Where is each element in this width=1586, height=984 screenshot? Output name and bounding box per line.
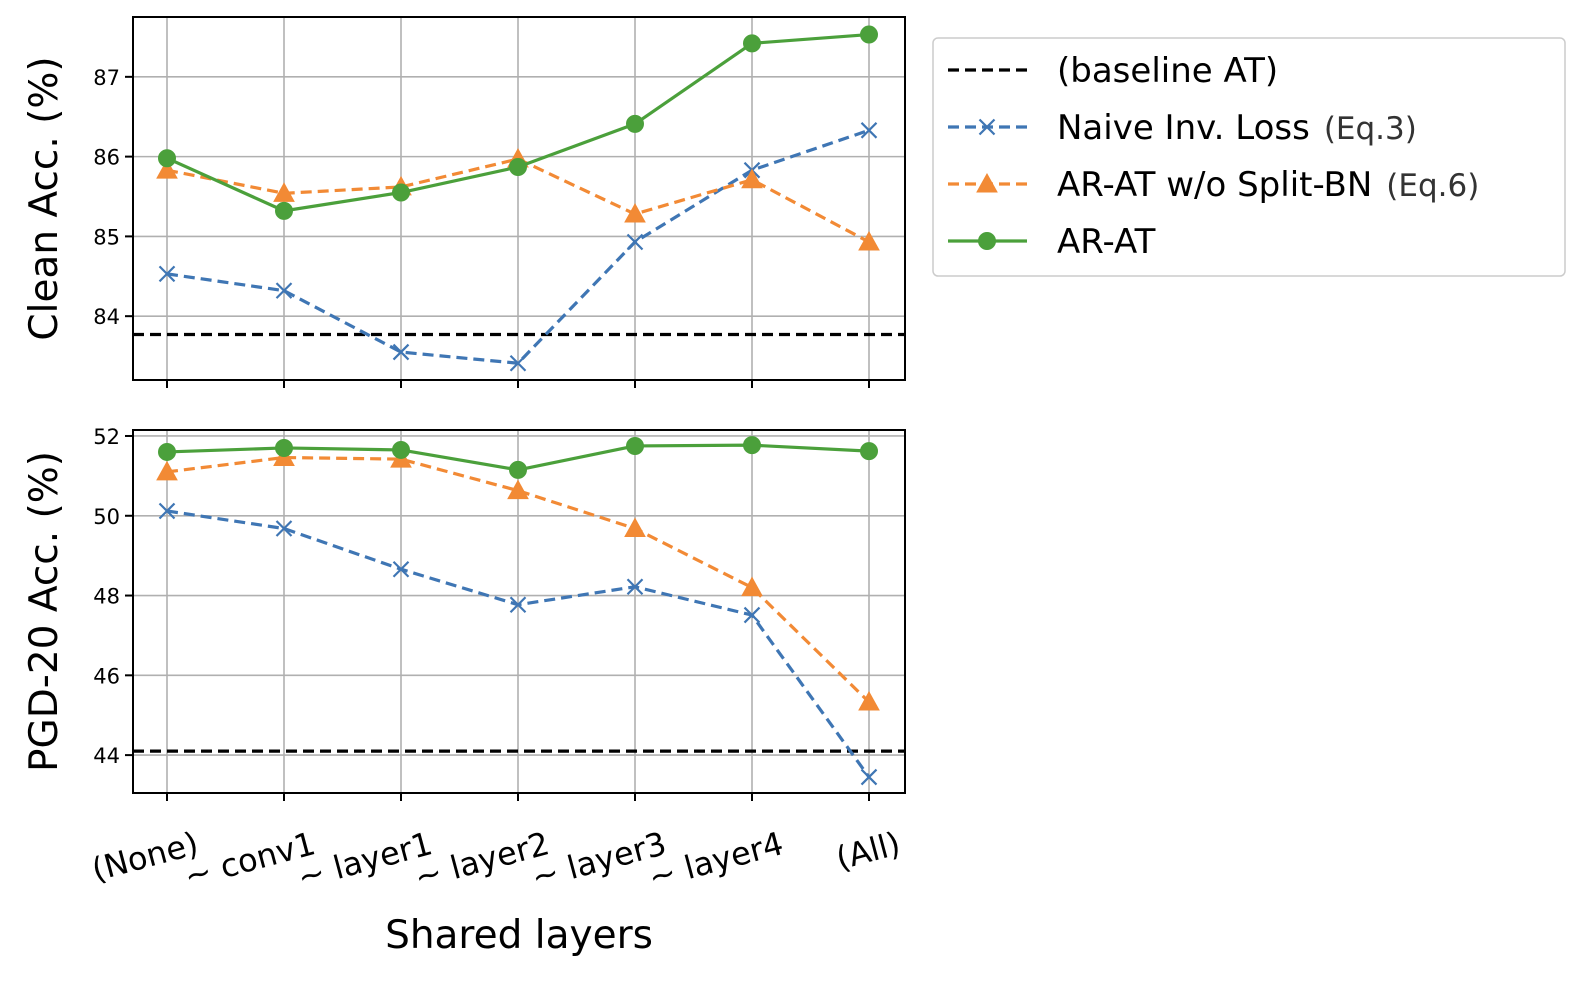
- pgd20-naive-inv-loss-point: [392, 560, 410, 578]
- clean-naive-inv-loss-point: [626, 233, 644, 251]
- pgd20-y-tick-label: 46: [93, 664, 120, 688]
- clean-series-ar-at: [158, 25, 878, 220]
- clean-ar-at-w-o-split-bn-point: [741, 168, 763, 189]
- legend: (baseline AT) Naive Inv. Loss (Eq.3) AR-AT …: [932, 37, 1566, 277]
- legend-swatch-marker: [978, 118, 996, 136]
- legend-label: (baseline AT): [1057, 51, 1278, 91]
- clean-y-tick-label: 84: [93, 305, 120, 329]
- clean-ar-at-point: [158, 149, 176, 168]
- pgd20-ar-at-point: [275, 438, 293, 457]
- clean-ar-at-w-o-split-bn-point: [624, 203, 646, 223]
- pgd20-ar-at-w-o-split-bn-point: [624, 517, 646, 538]
- pgd20-naive-inv-loss-point: [275, 520, 293, 537]
- legend-label: Naive Inv. Loss (Eq.3): [1057, 108, 1417, 148]
- pgd20-ar-at-point: [860, 442, 878, 461]
- clean-ar-at-w-o-split-bn-point: [156, 159, 178, 179]
- pgd20-ar-at-point: [392, 440, 410, 459]
- legend-entry-ar-at: AR-AT: [948, 222, 1156, 262]
- pgd20-y-tick-label: 50: [93, 505, 120, 529]
- clean-naive-inv-loss-point: [509, 354, 527, 372]
- x-axis-label: Shared layers: [385, 913, 653, 958]
- clean-ar-at-point: [626, 114, 644, 133]
- pgd20-naive-inv-loss-point: [626, 578, 644, 596]
- pgd20-ar-at-point: [158, 442, 176, 461]
- pgd20-gridlines: [133, 430, 905, 793]
- clean-ar-at-point: [392, 183, 410, 202]
- clean-ar-at-point: [743, 34, 761, 53]
- pgd20-naive-inv-loss-point: [860, 768, 878, 786]
- pgd20-y-tick-label: 52: [93, 425, 120, 449]
- pgd20-ar-at-w-o-split-bn-point: [741, 576, 763, 597]
- pgd20-naive-inv-loss-point: [509, 596, 527, 613]
- pgd20-naive-inv-loss-point: [743, 606, 761, 624]
- clean-y-tick-label: 87: [93, 66, 120, 90]
- legend-label: AR-AT w/o Split-BN (Eq.6): [1057, 165, 1479, 205]
- pgd20-series-ar-at: [158, 436, 878, 479]
- clean-ar-at-point: [860, 25, 878, 44]
- clean-ar-at-point: [275, 201, 293, 220]
- clean-naive-inv-loss-point: [392, 343, 410, 361]
- pgd20-y-axis-label: PGD-20 Acc. (%): [22, 451, 67, 772]
- clean-ar-at-w-o-split-bn-point: [273, 182, 295, 202]
- legend-entry-naive-inv-loss: Naive Inv. Loss (Eq.3): [948, 108, 1417, 148]
- clean-ar-at-point: [509, 157, 527, 176]
- clean-ar-at-w-o-split-bn-point: [858, 230, 880, 251]
- legend-equation-ref: (Eq.6): [1386, 168, 1479, 204]
- pgd20-ar-at-w-o-split-bn-point: [156, 460, 178, 481]
- pgd20-ar-at-point: [626, 436, 644, 455]
- clean-naive-inv-loss-point: [275, 282, 293, 299]
- legend-swatch-marker: [978, 232, 996, 250]
- clean-y-axis-label: Clean Acc. (%): [22, 56, 67, 340]
- legend-entry-baseline-at: (baseline AT): [948, 51, 1278, 91]
- pgd20-series-naive-inv-loss: [158, 502, 878, 786]
- legend-label: AR-AT: [1057, 222, 1156, 262]
- legend-swatch-marker: [976, 172, 998, 193]
- pgd20-series-ar-at-w-o-split-bn: [156, 446, 880, 711]
- clean-accuracy-panel: 84 85 86 87 Clean Acc. (%): [22, 16, 906, 388]
- clean-naive-inv-loss-point: [158, 265, 176, 283]
- legend-equation-ref: (Eq.3): [1324, 111, 1417, 147]
- clean-y-tick-label: 85: [93, 225, 120, 249]
- pgd20-ar-at-w-o-split-bn-point: [507, 479, 529, 500]
- pgd20-y-tick-label: 44: [93, 744, 120, 768]
- pgd20-y-tick-label: 48: [93, 585, 120, 609]
- pgd20-ar-at-point: [743, 436, 761, 455]
- legend-frame: [932, 37, 1566, 277]
- pgd20-ar-at-w-o-split-bn-point: [858, 691, 880, 711]
- clean-y-tick-label: 86: [93, 146, 120, 170]
- clean-naive-inv-loss-point: [860, 122, 878, 139]
- legend-entry-ar-at-w-o-split-bn: AR-AT w/o Split-BN (Eq.6): [948, 165, 1479, 205]
- pgd20-ar-at-point: [509, 460, 527, 479]
- pgd20-naive-inv-loss-point: [158, 502, 176, 520]
